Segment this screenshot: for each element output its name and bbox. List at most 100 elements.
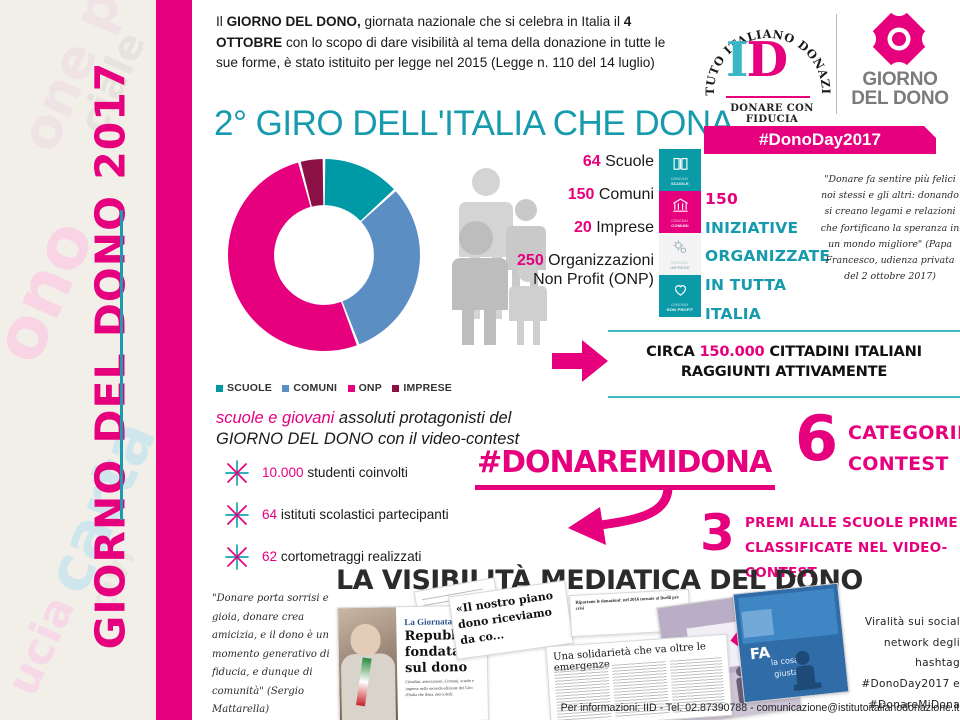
bullet-text: 62 cortometraggi realizzati: [262, 549, 421, 564]
prizes-count: 3: [700, 504, 735, 562]
initiatives-number: 150: [705, 190, 738, 208]
tile-super-label: DONODAY: [671, 176, 689, 181]
star-icon: [224, 501, 250, 528]
legend-item-scuole: SCUOLE: [216, 382, 272, 394]
tv-screenshot-2: FA la cosa giusta: [732, 582, 850, 704]
tile-label: COMUNI: [671, 222, 689, 228]
iid-tagline: DONARE CON FIDUCIA: [730, 103, 814, 125]
footer-contact: Per informazioni: IID - Tel. 02.87390788…: [560, 702, 960, 714]
divider-top: [608, 330, 960, 332]
schools-lead-highlight: scuole e giovani: [216, 409, 335, 427]
initiatives-line3: IN TUTTA ITALIA: [705, 276, 787, 323]
tile-label: IMPRESE: [670, 264, 690, 270]
tile-super-label: DONODAY: [671, 218, 689, 223]
page-title: 2° GIRO DELL'ITALIA CHE DONA: [214, 104, 734, 143]
tile-label: SCUOLE: [671, 180, 689, 186]
categories-count: 6: [795, 402, 839, 475]
reach-statement: CIRCA 150.000 CITTADINI ITALIANI RAGGIUN…: [608, 342, 960, 381]
curved-arrow-icon: [560, 486, 680, 552]
social-virality-text: Viralità sui social network degli hashta…: [861, 616, 960, 711]
svg-text:FA: FA: [749, 643, 771, 663]
tile-imprese: DONODAY IMPRESE: [659, 233, 701, 275]
giorno-del-dono-logo: GIORNO DEL DONO: [850, 0, 950, 122]
bullet-label: cortometraggi realizzati: [277, 549, 422, 564]
stat-row: 64 Scuole: [452, 152, 654, 172]
legend-label: ONP: [358, 382, 382, 394]
iid-letters: ID: [726, 32, 788, 88]
diamond-icon: [854, 0, 944, 84]
logo-separator: [836, 14, 837, 114]
bullet-row: 62 cortometraggi realizzati: [224, 540, 524, 573]
donut-segment-onp: [228, 162, 357, 351]
book-icon: [672, 155, 689, 177]
legend-swatch: [282, 384, 290, 392]
donut-segment-scuole: [324, 159, 394, 221]
tile-super-label: DONODAY: [671, 302, 689, 307]
bullet-number: 62: [262, 549, 278, 564]
intro-bold-date: 4 OTTOBRE: [216, 14, 632, 50]
legend-item-onp: ONP: [347, 382, 382, 394]
iid-rule: [726, 96, 810, 98]
stats-list: 64 Scuole 150 Comuni 20 Imprese 250 Organiz…: [452, 152, 654, 302]
clipping-photo: [338, 607, 398, 720]
categories-labels: CATEGORIE CONTEST: [848, 418, 960, 481]
giorno-del-dono-wordmark: GIORNO DEL DONO: [840, 70, 960, 109]
stat-number: 250: [517, 252, 544, 269]
pope-quote: "Donare fa sentire più felici noi stessi…: [820, 172, 960, 285]
mattarella-quote-attribution: (Sergio Mattarella): [212, 685, 305, 716]
legend-item-comuni: COMUNI: [282, 382, 337, 394]
heart-icon: [672, 281, 689, 303]
legend-swatch: [392, 384, 400, 392]
bullet-row: 10.000 studenti coinvolti: [224, 456, 524, 489]
pink-accent-bar: [156, 0, 192, 720]
bullet-number: 64: [262, 507, 278, 522]
stat-label: Scuole: [600, 153, 654, 170]
people-silhouettes-icon: [452, 160, 562, 347]
iid-arc-text: ISTITUTO ITALIANO DONAZIONE: [698, 0, 832, 102]
stat-row: 150 Comuni: [452, 185, 654, 205]
intro-paragraph: Il GIORNO DEL DONO, giornata nazionale c…: [216, 14, 666, 71]
arrow-right-icon: [552, 340, 608, 382]
star-icon: [224, 459, 250, 486]
clipping-quote-text: «Il nostro piano dono riceviamo da co...: [455, 588, 554, 648]
clipping-kicker: La Giornata: [404, 616, 453, 628]
tile-comuni: DONODAY COMUNI: [659, 191, 701, 233]
mattarella-quote-text: "Donare porta sorrisi e gioia, donare cr…: [212, 593, 330, 697]
stat-label: Imprese: [591, 219, 654, 236]
initiatives-line2: ORGANIZZATE: [705, 247, 831, 266]
sidebar-divider: [120, 210, 123, 520]
pope-quote-attribution: (Papa Francesco, udienza privata del 2 o…: [825, 238, 955, 283]
brand-line-1: GIORNO: [862, 69, 938, 90]
bank-icon: [672, 197, 689, 219]
intro-text-1: giornata nazionale che si celebra in Ita…: [364, 14, 624, 29]
donut-segment-comuni: [342, 191, 420, 345]
schools-lead-line2: GIORNO DEL DONO con il video-contest: [216, 430, 520, 449]
svg-text:giusta: giusta: [774, 667, 799, 679]
tile-non-profit: DONODAY NON PROFIT: [659, 275, 701, 317]
bullet-row: 64 istituti scolastici partecipanti: [224, 498, 524, 531]
tile-scuole: DONODAY SCUOLE: [659, 149, 701, 191]
category-tiles: DONODAY SCUOLE DONODAY COMUNI DONODAY IMPRESE…: [659, 149, 701, 317]
legend-swatch: [347, 384, 355, 392]
svg-text:la cosa: la cosa: [770, 655, 799, 667]
bullet-number: 10.000: [262, 465, 304, 480]
reach-prefix: CIRCA: [646, 343, 700, 360]
stat-number: 150: [567, 186, 595, 203]
intro-text-2: con lo scopo di dare visibilità al tema …: [216, 34, 666, 71]
legend-label: COMUNI: [293, 382, 338, 394]
schools-lead-rest: assoluti protagonisti del: [334, 409, 512, 427]
stat-label: Organizzazioni: [543, 252, 654, 269]
hashtag-ribbon: #DonoDay2017: [704, 126, 936, 154]
sidebar-title: GIORNO DEL DONO 2017: [86, 61, 135, 650]
contest-hashtag: #DONAREMIDONA: [477, 445, 772, 480]
donut-segment-imprese: [300, 159, 324, 207]
reach-line2: RAGGIUNTI ATTIVAMENTE: [680, 362, 888, 380]
initiatives-word: INIZIATIVE: [705, 218, 799, 237]
pope-quote-text: "Donare fa sentire più felici noi stessi…: [820, 174, 960, 250]
bullet-label: studenti coinvolti: [303, 465, 408, 480]
star-icon: [224, 543, 250, 570]
legend-label: SCUOLE: [227, 382, 272, 394]
schools-bullets: 10.000 studenti coinvolti 64 istituti sco…: [224, 456, 524, 582]
stat-number: 20: [573, 219, 592, 236]
